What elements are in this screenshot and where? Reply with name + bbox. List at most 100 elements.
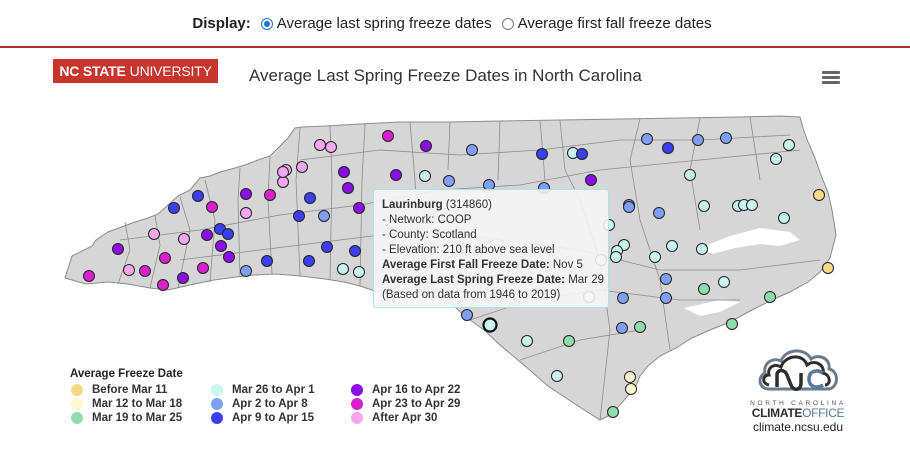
station-marker[interactable] bbox=[197, 262, 209, 274]
station-marker[interactable] bbox=[83, 270, 95, 282]
legend-item[interactable]: Before Mar 11 bbox=[70, 383, 210, 397]
station-marker[interactable] bbox=[206, 201, 218, 213]
station-marker[interactable] bbox=[576, 148, 588, 160]
station-marker[interactable] bbox=[718, 276, 730, 288]
station-marker[interactable] bbox=[215, 240, 227, 252]
station-marker[interactable] bbox=[692, 134, 704, 146]
station-marker[interactable] bbox=[353, 202, 365, 214]
station-marker[interactable] bbox=[623, 201, 635, 213]
station-marker[interactable] bbox=[277, 166, 289, 178]
station-marker[interactable] bbox=[296, 161, 308, 173]
station-marker[interactable] bbox=[698, 200, 710, 212]
station-marker[interactable] bbox=[778, 212, 790, 224]
station-marker[interactable] bbox=[617, 292, 629, 304]
station-marker[interactable] bbox=[240, 207, 252, 219]
radio-spring[interactable]: Average last spring freeze dates bbox=[260, 15, 492, 32]
station-marker[interactable] bbox=[223, 251, 235, 263]
radio-fall-indicator[interactable] bbox=[501, 17, 514, 30]
station-marker[interactable] bbox=[783, 139, 795, 151]
station-marker[interactable] bbox=[666, 240, 678, 252]
station-marker[interactable] bbox=[649, 251, 661, 263]
station-marker[interactable] bbox=[551, 370, 563, 382]
station-marker[interactable] bbox=[822, 262, 834, 274]
station-marker[interactable] bbox=[466, 144, 478, 156]
station-marker[interactable] bbox=[813, 189, 825, 201]
station-marker[interactable] bbox=[698, 283, 710, 295]
station-marker[interactable] bbox=[770, 153, 782, 165]
station-marker[interactable] bbox=[178, 233, 190, 245]
station-marker[interactable] bbox=[261, 255, 273, 267]
legend-item[interactable]: Mar 12 to Mar 18 bbox=[70, 397, 210, 411]
station-marker[interactable] bbox=[624, 371, 636, 383]
legend-item[interactable]: Apr 23 to Apr 29 bbox=[350, 397, 490, 411]
station-marker[interactable] bbox=[563, 335, 575, 347]
radio-fall[interactable]: Average first fall freeze dates bbox=[501, 15, 712, 32]
station-marker[interactable] bbox=[148, 228, 160, 240]
station-marker[interactable] bbox=[521, 335, 533, 347]
station-marker[interactable] bbox=[684, 169, 696, 181]
station-markers[interactable] bbox=[83, 130, 834, 418]
station-marker[interactable] bbox=[390, 169, 402, 181]
station-marker[interactable] bbox=[112, 243, 124, 255]
station-marker[interactable] bbox=[420, 140, 432, 152]
station-marker[interactable] bbox=[157, 279, 169, 291]
station-marker[interactable] bbox=[625, 383, 637, 395]
station-marker[interactable] bbox=[634, 321, 646, 333]
station-marker[interactable] bbox=[159, 252, 171, 264]
station-marker[interactable] bbox=[222, 228, 234, 240]
station-marker[interactable] bbox=[240, 188, 252, 200]
station-marker[interactable] bbox=[303, 255, 315, 267]
station-marker[interactable] bbox=[168, 202, 180, 214]
branding-url[interactable]: climate.ncsu.edu bbox=[752, 420, 844, 434]
station-marker[interactable] bbox=[461, 309, 473, 321]
legend: Average Freeze Date Before Mar 11 Mar 12… bbox=[70, 368, 490, 425]
station-marker[interactable] bbox=[192, 190, 204, 202]
station-marker[interactable] bbox=[641, 133, 653, 145]
station-marker[interactable] bbox=[653, 207, 665, 219]
station-marker[interactable] bbox=[720, 132, 732, 144]
station-marker[interactable] bbox=[293, 210, 305, 222]
legend-item[interactable]: Mar 19 to Mar 25 bbox=[70, 411, 210, 425]
station-marker[interactable] bbox=[536, 148, 548, 160]
station-marker[interactable] bbox=[764, 291, 776, 303]
station-marker[interactable] bbox=[726, 318, 738, 330]
station-marker[interactable] bbox=[660, 273, 672, 285]
station-marker[interactable] bbox=[696, 243, 708, 255]
station-marker[interactable] bbox=[314, 139, 326, 151]
station-marker[interactable] bbox=[660, 292, 672, 304]
station-marker[interactable] bbox=[662, 142, 674, 154]
legend-item[interactable]: Mar 26 to Apr 1 bbox=[210, 383, 350, 397]
station-marker[interactable] bbox=[607, 406, 619, 418]
station-marker[interactable] bbox=[139, 265, 151, 277]
station-marker[interactable] bbox=[240, 265, 252, 277]
station-marker[interactable] bbox=[304, 192, 316, 204]
station-marker[interactable] bbox=[123, 264, 135, 276]
station-marker[interactable] bbox=[353, 266, 365, 278]
station-marker[interactable] bbox=[337, 263, 349, 275]
hamburger-menu-icon[interactable] bbox=[822, 71, 840, 87]
radio-spring-indicator[interactable] bbox=[260, 17, 273, 30]
station-marker[interactable] bbox=[177, 272, 189, 284]
station-marker[interactable] bbox=[746, 199, 758, 211]
station-marker[interactable] bbox=[277, 176, 289, 188]
station-marker[interactable] bbox=[201, 229, 213, 241]
legend-item[interactable]: Apr 16 to Apr 22 bbox=[350, 383, 490, 397]
station-marker[interactable] bbox=[349, 245, 361, 257]
station-marker[interactable] bbox=[610, 251, 622, 263]
climate-office-branding: NORTH CAROLINA CLIMATEOFFICE climate.ncs… bbox=[748, 343, 848, 434]
station-marker[interactable] bbox=[616, 322, 628, 334]
station-marker[interactable] bbox=[325, 141, 337, 153]
station-marker[interactable] bbox=[585, 174, 597, 186]
station-marker[interactable] bbox=[419, 170, 431, 182]
legend-item[interactable]: Apr 9 to Apr 15 bbox=[210, 411, 350, 425]
station-marker[interactable] bbox=[264, 189, 276, 201]
station-marker[interactable] bbox=[318, 210, 330, 222]
station-marker[interactable] bbox=[382, 130, 394, 142]
selected-station-marker[interactable] bbox=[482, 317, 498, 333]
legend-item[interactable]: After Apr 30 bbox=[350, 411, 490, 425]
station-marker[interactable] bbox=[321, 241, 333, 253]
station-marker[interactable] bbox=[342, 182, 354, 194]
station-marker[interactable] bbox=[338, 166, 350, 178]
station-marker[interactable] bbox=[443, 175, 455, 187]
legend-item[interactable]: Apr 2 to Apr 8 bbox=[210, 397, 350, 411]
